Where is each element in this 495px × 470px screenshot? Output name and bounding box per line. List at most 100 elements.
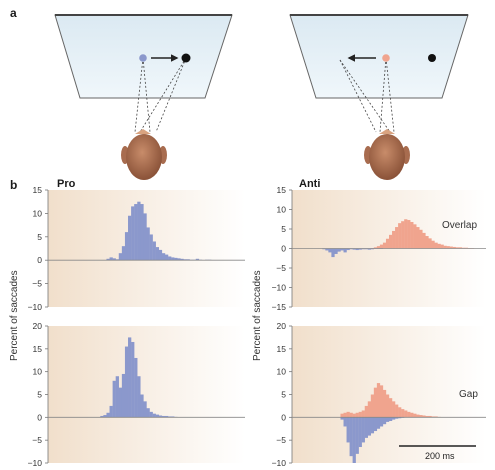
bar [398,223,402,249]
bar [183,259,187,261]
bar [385,238,390,249]
bar [118,387,123,418]
bar [128,337,132,418]
chart-panel-4: −10 −5 0 5 10 15 20 [272,321,486,468]
bar [112,258,116,261]
bar [168,416,172,418]
bar [404,410,408,418]
bar [109,405,113,418]
bar [431,240,435,249]
bar [346,417,350,443]
bar [395,417,399,419]
bar [143,401,147,418]
bar [370,394,375,418]
bar [352,413,356,418]
bar [389,234,393,249]
bar [376,417,381,429]
bar [161,253,166,261]
bar [343,248,347,253]
bar [328,248,332,253]
y-tick-label: 5 [281,224,286,234]
bar [401,221,405,249]
bar [349,417,353,457]
bar [379,244,384,249]
pro-gap-bg [48,326,245,463]
bar [106,258,110,261]
bar [186,259,190,261]
bar [446,246,450,249]
y-tick-label: −5 [32,279,42,289]
bar [382,242,387,249]
bar [164,415,169,418]
bar [149,234,153,261]
y-tick-label: −10 [28,302,43,312]
bar [131,206,135,261]
bar [158,249,163,261]
bar [367,417,372,436]
fixation-dot-icon [139,54,147,62]
y-tick-label: 10 [277,367,287,377]
bar [115,376,119,418]
y-tick-label: −5 [276,435,286,445]
y-tick-label: −10 [272,458,287,468]
y-axis-label-left: Percent of saccades [9,270,20,361]
bar [361,417,365,443]
target-dot-icon [428,54,436,62]
bar [434,242,438,249]
bar [410,221,414,249]
bar [382,389,387,418]
bar [364,417,368,438]
bar [337,248,341,252]
bar [355,248,359,251]
bar [140,394,144,418]
y-tick-label: 0 [281,412,286,422]
bar [398,417,402,419]
bar [346,411,350,418]
bar [121,246,126,261]
bar [355,412,359,418]
bar [392,230,396,249]
condition-label-anti: Anti [299,178,321,190]
bar [171,416,175,418]
scale-bar-label: 200 ms [425,451,455,461]
bar [343,412,347,418]
bar [389,398,393,418]
bar [149,411,153,418]
bar [131,341,135,418]
bar [115,259,119,261]
chart-panel-2: −15 −10 −5 0 5 10 15 [272,185,486,312]
y-tick-label: 5 [281,390,286,400]
bar [455,247,459,249]
bar [195,258,200,261]
bar [334,248,338,254]
y-tick-label: 20 [33,321,43,331]
y-tick-label: 15 [33,344,43,354]
bar [373,247,378,249]
y-tick-label: 15 [33,185,43,195]
bar [140,204,144,261]
y-tick-label: 0 [37,412,42,422]
bar [155,247,160,261]
pro-scene [54,14,233,180]
y-axis-label-right: Percent of saccades [252,270,263,361]
bar [352,248,356,250]
y-tick-label: 10 [33,208,43,218]
bar [134,357,138,418]
bar [124,232,129,261]
bar [358,248,362,250]
bar [340,248,344,251]
y-tick-label: 15 [277,344,287,354]
bar [343,417,347,427]
bar [404,219,408,249]
bar [395,404,399,418]
y-tick-label: 0 [37,255,42,265]
bar [143,213,147,261]
bar [407,220,411,249]
bar [382,417,387,425]
bar [349,412,353,418]
bar [440,244,444,249]
bar [370,417,375,434]
bar [340,413,344,418]
bar [443,245,447,249]
